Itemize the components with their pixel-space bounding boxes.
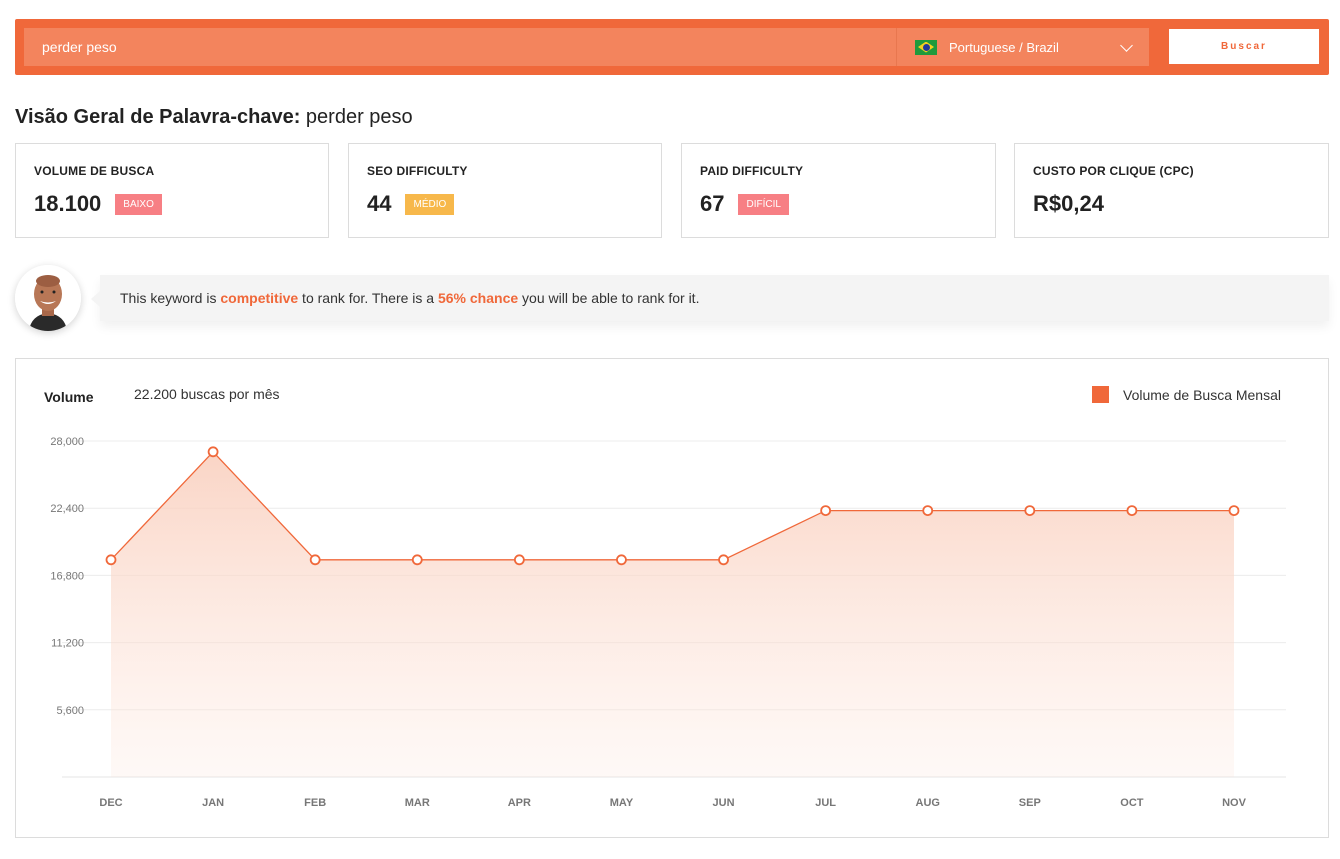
x-tick-label: JUN <box>713 797 735 809</box>
chart-label: Volume <box>44 389 94 405</box>
x-tick-label: SEP <box>1019 797 1041 809</box>
page-title: Visão Geral de Palavra-chave: perder pes… <box>15 106 413 129</box>
search-volume-card: VOLUME DE BUSCA 18.100 BAIXO <box>15 143 329 238</box>
x-tick-label: DEC <box>99 797 122 809</box>
data-point <box>207 446 219 458</box>
volume-chart: 5,600 11,200 16,800 22,400 28,000 DEC JAN FEB MA… <box>50 436 1286 809</box>
data-point <box>616 554 627 566</box>
chart-legend: Volume de Busca Mensal <box>1092 386 1281 403</box>
y-tick-label: 16,800 <box>50 570 84 582</box>
card-value: R$0,24 <box>1033 191 1104 216</box>
data-point <box>922 505 934 517</box>
tip-text-part: This keyword is <box>120 290 221 306</box>
volume-chart-panel: Volume 22.200 buscas por mês Volume de B… <box>15 358 1329 838</box>
data-point <box>1126 505 1138 517</box>
series-area <box>111 451 1234 777</box>
page-title-prefix: Visão Geral de Palavra-chave: <box>15 106 301 128</box>
series-line <box>110 450 1234 561</box>
x-tick-label: NOV <box>1222 797 1247 809</box>
y-tick-label: 11,200 <box>51 638 84 650</box>
x-tick-label: JAN <box>202 797 224 809</box>
card-title: CUSTO POR CLIQUE (CPC) <box>1033 164 1194 178</box>
status-badge: BAIXO <box>115 193 162 215</box>
page-title-keyword: perder peso <box>305 106 413 128</box>
x-tick-label: MAR <box>405 797 430 809</box>
keyword-search-input[interactable] <box>24 28 896 66</box>
card-title: SEO DIFFICULTY <box>367 164 468 178</box>
tip-highlight: 56% chance <box>437 290 519 306</box>
status-badge: MÉDIO <box>405 193 455 215</box>
cpc-card: CUSTO POR CLIQUE (CPC) R$0,24 <box>1014 143 1329 238</box>
status-badge: DIFÍCIL <box>738 193 789 215</box>
tip-text: This keyword is competitive to rank for.… <box>120 290 699 306</box>
data-point <box>513 554 525 566</box>
card-value: 44 <box>367 191 392 216</box>
legend-label: Volume de Busca Mensal <box>1123 386 1281 403</box>
data-point <box>105 554 117 566</box>
x-tick-label: JUL <box>815 797 836 809</box>
search-bar: Portuguese / Brazil Buscar <box>15 19 1329 75</box>
y-tick-label: 5,600 <box>56 705 84 717</box>
card-title: PAID DIFFICULTY <box>700 164 804 178</box>
legend-swatch <box>1092 386 1110 403</box>
brazil-flag-icon <box>915 39 937 55</box>
chart-subtitle: 22.200 buscas por mês <box>134 386 280 402</box>
tip-text-part: to rank for. There is a <box>298 290 438 306</box>
keyword-tip: This keyword is competitive to rank for.… <box>91 275 1329 321</box>
data-point <box>718 554 729 566</box>
data-point <box>1024 505 1036 517</box>
data-point <box>820 505 832 517</box>
data-point <box>411 554 423 566</box>
card-title: VOLUME DE BUSCA <box>34 164 155 178</box>
data-point <box>1228 505 1240 517</box>
tip-text-part: you will be able to rank for it. <box>518 290 700 306</box>
x-tick-label: FEB <box>304 797 326 809</box>
tip-highlight: competitive <box>220 290 299 306</box>
card-value: 18.100 <box>34 191 102 216</box>
chevron-down-icon <box>1120 38 1133 52</box>
seo-difficulty-card: SEO DIFFICULTY 44 MÉDIO <box>348 143 662 238</box>
language-label: Portuguese / Brazil <box>949 39 1059 55</box>
search-button[interactable]: Buscar <box>1169 29 1319 64</box>
x-tick-label: AUG <box>916 797 940 809</box>
language-select[interactable]: Portuguese / Brazil <box>896 28 1149 66</box>
data-point <box>309 554 321 566</box>
card-value: 67 <box>700 191 725 216</box>
paid-difficulty-card: PAID DIFFICULTY 67 DIFÍCIL <box>681 143 996 238</box>
y-tick-label: 28,000 <box>50 436 84 448</box>
x-tick-label: APR <box>508 797 531 809</box>
x-tick-label: MAY <box>610 797 634 809</box>
x-tick-label: OCT <box>1120 797 1144 809</box>
avatar <box>15 265 81 331</box>
y-tick-label: 22,400 <box>50 503 84 515</box>
